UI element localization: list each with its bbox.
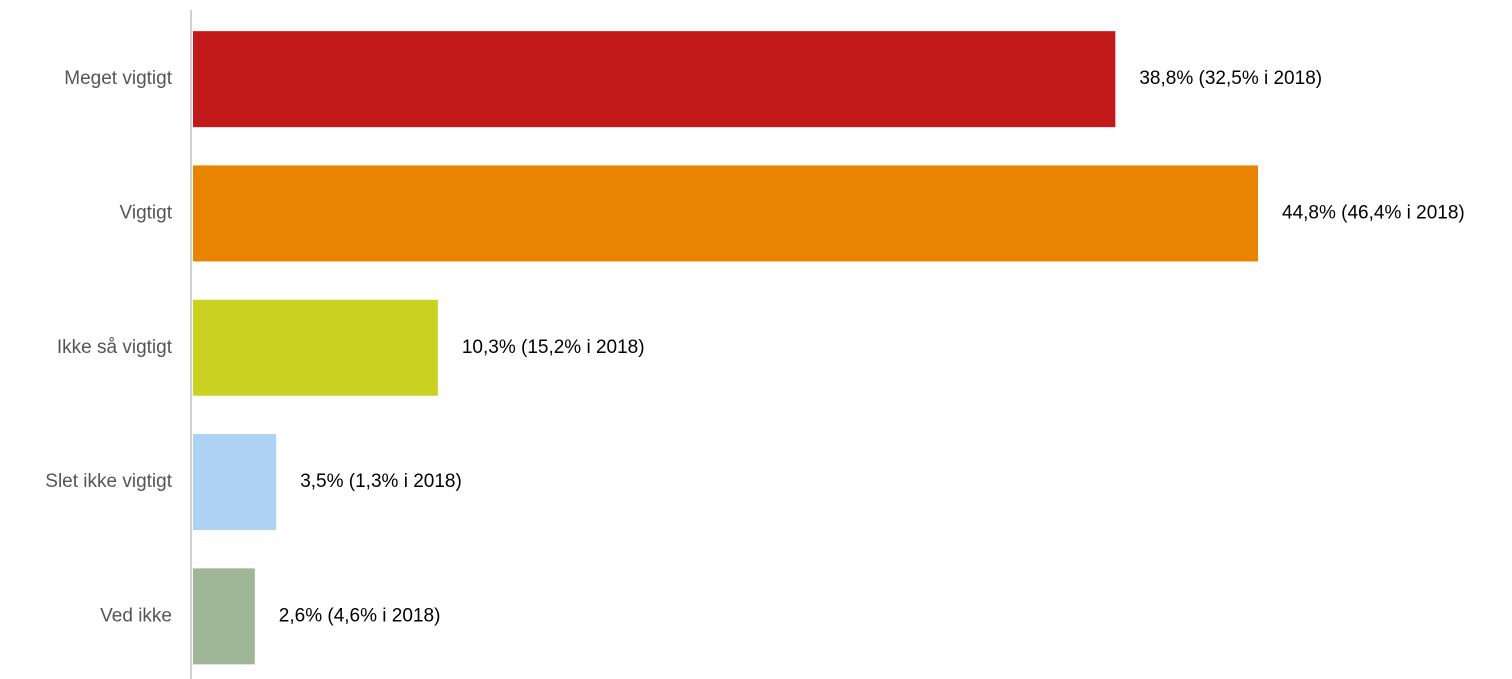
category-label: Slet ikke vigtigt — [45, 471, 172, 492]
category-label: Ikke så vigtigt — [57, 337, 173, 358]
category-label: Meget vigtigt — [64, 68, 172, 89]
value-label: 38,8% (32,5% i 2018) — [1139, 68, 1322, 89]
bar — [193, 434, 277, 531]
bar — [193, 299, 438, 396]
value-label: 44,8% (46,4% i 2018) — [1282, 202, 1465, 223]
value-label: 2,6% (4,6% i 2018) — [279, 605, 441, 626]
category-label: Ved ikke — [100, 605, 172, 626]
category-label: Vigtigt — [120, 202, 173, 223]
bar — [193, 165, 1258, 262]
value-label: 3,5% (1,3% i 2018) — [300, 471, 462, 492]
value-label: 10,3% (15,2% i 2018) — [462, 337, 645, 358]
bar — [193, 568, 255, 665]
bar — [193, 31, 1116, 128]
